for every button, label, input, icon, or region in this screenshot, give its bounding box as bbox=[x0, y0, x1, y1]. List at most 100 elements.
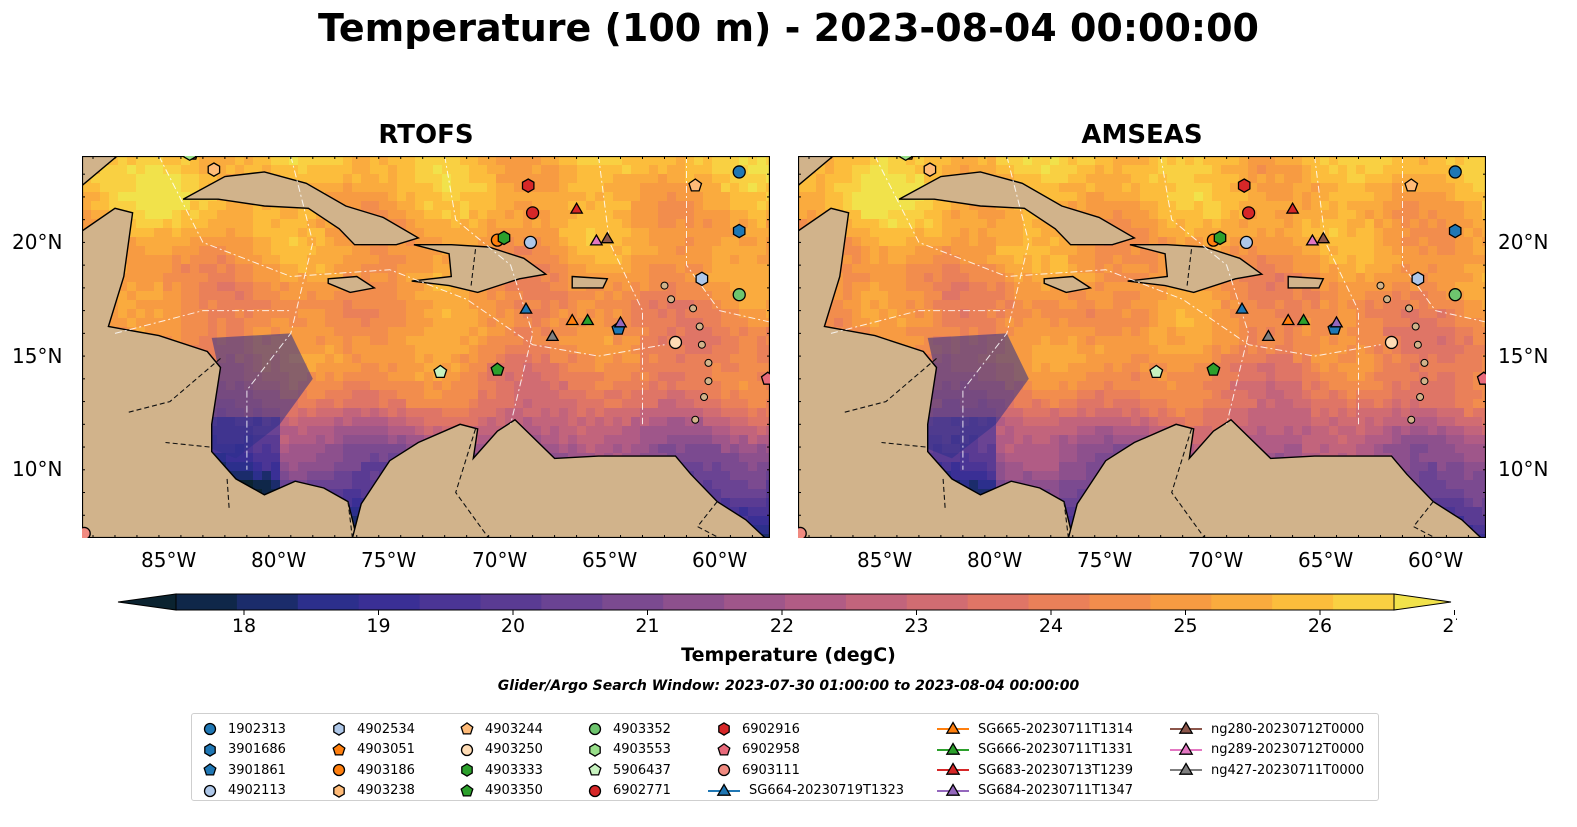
legend-item[interactable]: 4902534 bbox=[329, 719, 415, 740]
legend-item[interactable]: 4902113 bbox=[200, 781, 286, 802]
legend-item[interactable]: ng427-20230711T0000 bbox=[1169, 760, 1364, 781]
legend-item[interactable]: SG684-20230711T1347 bbox=[936, 781, 1133, 802]
legend-item[interactable]: SG665-20230711T1314 bbox=[936, 719, 1133, 740]
observation-marker[interactable]: 4903333 bbox=[1213, 230, 1227, 246]
observation-marker[interactable]: 4903350 bbox=[490, 362, 505, 376]
observation-marker[interactable]: ng427-20230711T0000 bbox=[545, 329, 560, 342]
observation-marker[interactable]: SG684-20230711T1347 bbox=[1329, 315, 1344, 328]
legend-pentagon-icon[interactable] bbox=[203, 763, 217, 776]
legend-pentagon-icon[interactable] bbox=[588, 763, 602, 776]
legend-circle-icon[interactable] bbox=[588, 723, 602, 736]
legend-triangle-icon[interactable] bbox=[1178, 762, 1194, 776]
observation-marker[interactable]: ng280-20230712T0000 bbox=[1316, 231, 1331, 244]
legend-circle-icon[interactable] bbox=[203, 723, 217, 736]
observation-marker[interactable]: 5906437 bbox=[1149, 364, 1164, 379]
observation-marker[interactable]: 4903244 bbox=[1404, 178, 1419, 192]
legend-pentagon-icon[interactable] bbox=[460, 722, 474, 735]
legend-triangle-icon[interactable] bbox=[945, 762, 961, 776]
observation-marker[interactable]: SG666-20230711T1331 bbox=[1296, 313, 1311, 326]
observation-marker[interactable]: 4903238 bbox=[207, 162, 221, 177]
observation-marker[interactable]: 4903250 bbox=[668, 335, 683, 350]
map-panel-rtofs[interactable]: 1902313390168639018614902113490253449030… bbox=[82, 156, 770, 538]
legend-hexagon-icon[interactable] bbox=[718, 722, 730, 737]
legend-item[interactable]: 6902958 bbox=[714, 740, 904, 761]
observation-marker[interactable]: ng289-20230712T0000 bbox=[589, 233, 604, 246]
observation-marker[interactable]: SG665-20230711T1314 bbox=[1281, 313, 1296, 326]
legend-hexagon-icon[interactable] bbox=[589, 742, 601, 757]
observation-marker[interactable]: SG684-20230711T1347 bbox=[613, 315, 628, 328]
observation-marker[interactable]: 4902113 bbox=[523, 235, 538, 250]
observation-marker[interactable]: 1902313 bbox=[1448, 165, 1462, 179]
observation-marker[interactable]: 6902771 bbox=[1241, 206, 1256, 220]
legend-item[interactable]: ng289-20230712T0000 bbox=[1169, 740, 1364, 761]
legend-circle-icon[interactable] bbox=[332, 764, 346, 777]
observation-marker[interactable]: 4903352 bbox=[732, 288, 746, 302]
observation-marker[interactable]: 6902958 bbox=[760, 371, 771, 385]
legend-pentagon-icon[interactable] bbox=[332, 742, 346, 756]
legend-hexagon-icon[interactable] bbox=[204, 742, 216, 757]
legend-item[interactable]: 4903333 bbox=[457, 760, 543, 781]
observation-marker[interactable]: SG666-20230711T1331 bbox=[580, 313, 595, 326]
map-panel-amseas[interactable]: 1902313390168639018614902113490253449030… bbox=[798, 156, 1486, 538]
legend-item[interactable]: 4903244 bbox=[457, 719, 543, 740]
observation-marker[interactable]: 1902313 bbox=[732, 165, 746, 179]
legend-item[interactable]: 3901686 bbox=[200, 740, 286, 761]
observation-marker[interactable]: 4903553 bbox=[899, 156, 913, 162]
legend-item[interactable]: SG666-20230711T1331 bbox=[936, 740, 1133, 761]
legend-item[interactable]: 6902771 bbox=[585, 781, 671, 802]
observation-marker[interactable]: 6903111 bbox=[82, 526, 91, 538]
legend-triangle-icon[interactable] bbox=[1178, 741, 1194, 755]
observation-marker[interactable]: 6902916 bbox=[521, 178, 535, 193]
observation-marker[interactable]: 3901686 bbox=[732, 223, 746, 239]
legend-item[interactable]: SG683-20230713T1239 bbox=[936, 760, 1133, 781]
legend-triangle-icon[interactable] bbox=[945, 741, 961, 755]
legend-item[interactable]: SG664-20230719T1323 bbox=[707, 781, 904, 802]
observation-marker[interactable]: 5906437 bbox=[433, 364, 448, 379]
legend-hexagon-icon[interactable] bbox=[333, 722, 345, 737]
legend-item[interactable]: ng280-20230712T0000 bbox=[1169, 719, 1364, 740]
observation-marker[interactable]: 6902771 bbox=[525, 206, 540, 220]
observation-marker[interactable]: 4903250 bbox=[1384, 335, 1399, 350]
legend-triangle-icon[interactable] bbox=[716, 782, 732, 796]
observation-marker[interactable]: 4903352 bbox=[1448, 288, 1462, 302]
legend-pentagon-icon[interactable] bbox=[460, 783, 474, 797]
legend-item[interactable]: 6903111 bbox=[714, 760, 904, 781]
legend-item[interactable]: 1902313 bbox=[200, 719, 286, 740]
legend-triangle-icon[interactable] bbox=[945, 782, 961, 796]
observation-marker[interactable]: SG683-20230713T1239 bbox=[569, 201, 584, 214]
observation-marker[interactable]: SG664-20230719T1323 bbox=[1235, 301, 1249, 314]
legend-circle-icon[interactable] bbox=[460, 743, 474, 756]
observation-marker[interactable]: 3901686 bbox=[1448, 223, 1462, 239]
legend-pentagon-icon[interactable] bbox=[717, 742, 731, 756]
legend-circle-icon[interactable] bbox=[588, 784, 602, 797]
observation-marker[interactable]: 4902534 bbox=[695, 271, 709, 287]
legend-item[interactable]: 4903350 bbox=[457, 781, 543, 802]
observation-marker[interactable]: 4903333 bbox=[497, 230, 511, 246]
legend-hexagon-icon[interactable] bbox=[461, 763, 473, 778]
observation-marker[interactable]: SG665-20230711T1314 bbox=[565, 313, 580, 326]
observation-marker[interactable]: ng289-20230712T0000 bbox=[1305, 233, 1320, 246]
observation-marker[interactable]: 4903350 bbox=[1206, 362, 1221, 376]
observation-marker[interactable]: 4903244 bbox=[688, 178, 703, 192]
legend-item[interactable]: 4903186 bbox=[329, 760, 415, 781]
observation-marker[interactable]: 4902113 bbox=[1239, 235, 1254, 250]
legend-item[interactable]: 4903250 bbox=[457, 740, 543, 761]
legend-item[interactable]: 4903553 bbox=[585, 740, 671, 761]
observation-marker[interactable]: ng427-20230711T0000 bbox=[1261, 329, 1276, 342]
observation-marker[interactable]: SG683-20230713T1239 bbox=[1285, 201, 1300, 214]
legend-circle-icon[interactable] bbox=[203, 784, 217, 797]
legend-item[interactable]: 5906437 bbox=[585, 760, 671, 781]
legend-item[interactable]: 6902916 bbox=[714, 719, 904, 740]
observation-marker[interactable]: 6902958 bbox=[1476, 371, 1487, 385]
observation-marker[interactable]: 4903553 bbox=[183, 156, 197, 162]
observation-marker[interactable]: 6903111 bbox=[798, 526, 807, 538]
legend-item[interactable]: 4903051 bbox=[329, 740, 415, 761]
observation-marker[interactable]: ng280-20230712T0000 bbox=[600, 231, 615, 244]
legend-item[interactable]: 4903238 bbox=[329, 781, 415, 802]
observation-marker[interactable]: SG664-20230719T1323 bbox=[519, 301, 533, 314]
observation-marker[interactable]: 4903238 bbox=[923, 162, 937, 177]
legend-item[interactable]: 3901861 bbox=[200, 760, 286, 781]
observation-marker[interactable]: 6902916 bbox=[1237, 178, 1251, 193]
legend-hexagon-icon[interactable] bbox=[333, 783, 345, 798]
observation-marker[interactable]: 4902534 bbox=[1411, 271, 1425, 287]
